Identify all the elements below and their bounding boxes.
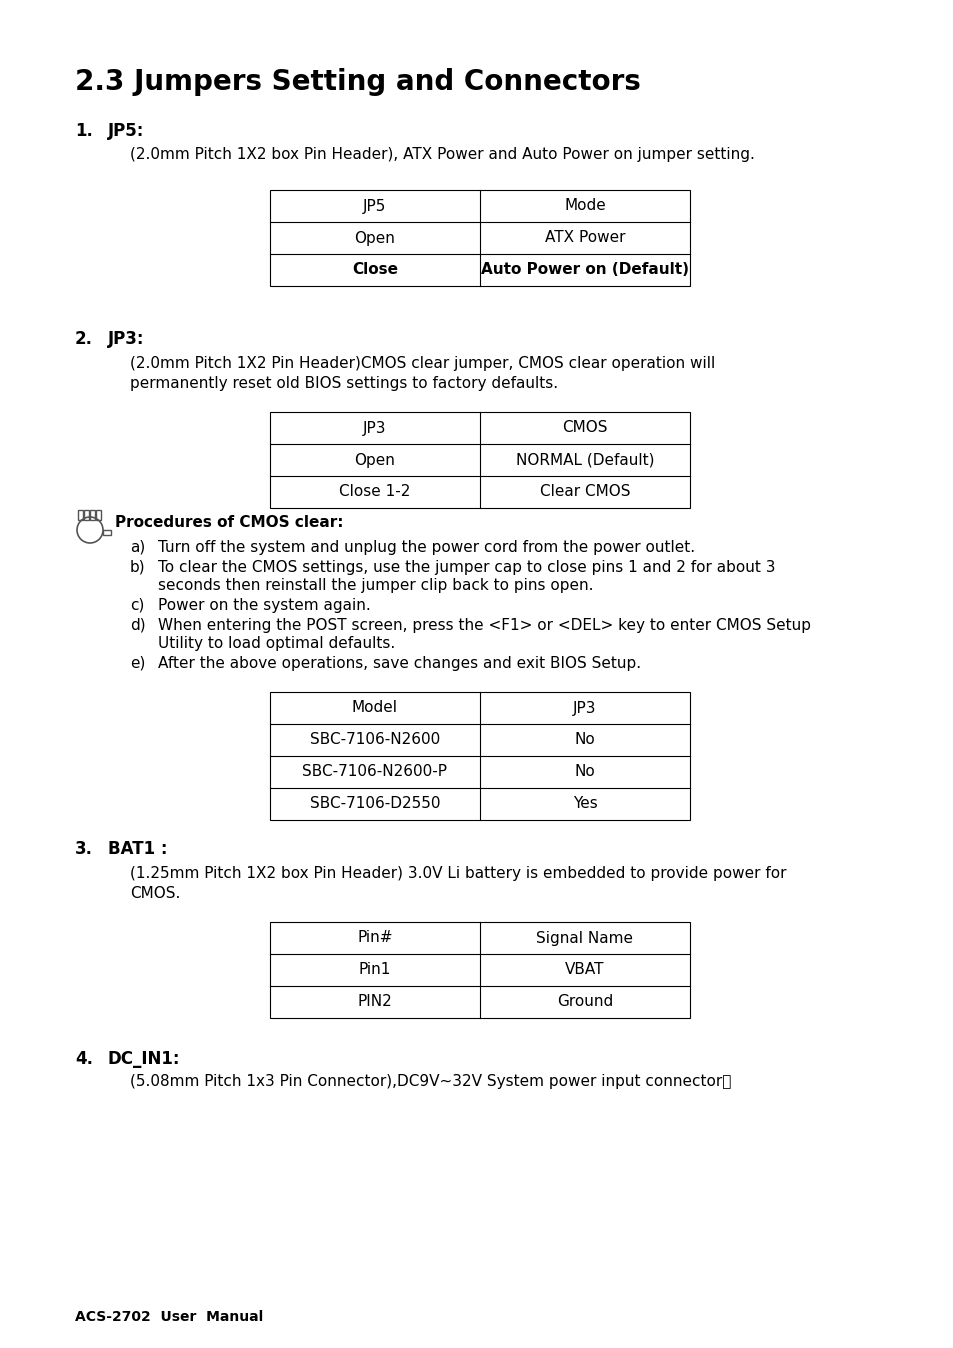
Text: d): d) bbox=[130, 617, 146, 634]
Text: SBC-7106-N2600: SBC-7106-N2600 bbox=[310, 732, 439, 748]
Text: Procedures of CMOS clear:: Procedures of CMOS clear: bbox=[115, 515, 343, 530]
Bar bbox=[270, 922, 689, 1018]
Text: NORMAL (Default): NORMAL (Default) bbox=[516, 453, 654, 468]
Text: Turn off the system and unplug the power cord from the power outlet.: Turn off the system and unplug the power… bbox=[158, 541, 695, 555]
Text: seconds then reinstall the jumper clip back to pins open.: seconds then reinstall the jumper clip b… bbox=[158, 578, 593, 593]
Text: JP5:: JP5: bbox=[108, 123, 144, 140]
Text: Pin1: Pin1 bbox=[358, 962, 391, 977]
Text: b): b) bbox=[130, 559, 146, 576]
Text: Utility to load optimal defaults.: Utility to load optimal defaults. bbox=[158, 636, 395, 651]
Bar bbox=[270, 692, 689, 820]
Text: Open: Open bbox=[355, 453, 395, 468]
Text: Mode: Mode bbox=[563, 198, 605, 213]
Text: JP3:: JP3: bbox=[108, 330, 144, 348]
Text: (1.25mm Pitch 1X2 box Pin Header) 3.0V Li battery is embedded to provide power f: (1.25mm Pitch 1X2 box Pin Header) 3.0V L… bbox=[130, 865, 785, 882]
Text: No: No bbox=[574, 764, 595, 779]
Text: Power on the system again.: Power on the system again. bbox=[158, 599, 371, 613]
Bar bbox=[103, 530, 111, 535]
Text: (2.0mm Pitch 1X2 Pin Header)CMOS clear jumper, CMOS clear operation will: (2.0mm Pitch 1X2 Pin Header)CMOS clear j… bbox=[130, 356, 715, 371]
Text: a): a) bbox=[130, 541, 145, 555]
Text: Close 1-2: Close 1-2 bbox=[339, 484, 410, 500]
Text: Ground: Ground bbox=[557, 995, 613, 1010]
Text: JP5: JP5 bbox=[363, 198, 386, 213]
Text: To clear the CMOS settings, use the jumper cap to close pins 1 and 2 for about 3: To clear the CMOS settings, use the jump… bbox=[158, 559, 775, 576]
Bar bbox=[78, 510, 84, 520]
Text: SBC-7106-D2550: SBC-7106-D2550 bbox=[310, 797, 439, 811]
Text: VBAT: VBAT bbox=[565, 962, 604, 977]
Text: permanently reset old BIOS settings to factory defaults.: permanently reset old BIOS settings to f… bbox=[130, 376, 558, 391]
Bar bbox=[96, 510, 101, 520]
Text: ATX Power: ATX Power bbox=[544, 231, 624, 245]
Text: Close: Close bbox=[352, 263, 397, 278]
Text: (5.08mm Pitch 1x3 Pin Connector),DC9V~32V System power input connector。: (5.08mm Pitch 1x3 Pin Connector),DC9V~32… bbox=[130, 1074, 731, 1089]
Text: 2.: 2. bbox=[75, 330, 92, 348]
Text: JP3: JP3 bbox=[363, 421, 386, 435]
Bar bbox=[270, 412, 689, 508]
Text: Model: Model bbox=[352, 701, 397, 716]
Text: Yes: Yes bbox=[572, 797, 597, 811]
Text: CMOS.: CMOS. bbox=[130, 886, 180, 900]
Text: BAT1 :: BAT1 : bbox=[108, 840, 168, 857]
Text: e): e) bbox=[130, 656, 145, 671]
Text: ACS-2702  User  Manual: ACS-2702 User Manual bbox=[75, 1310, 263, 1324]
Text: 3.: 3. bbox=[75, 840, 92, 857]
Text: DC_IN1:: DC_IN1: bbox=[108, 1050, 180, 1068]
Bar bbox=[85, 510, 90, 520]
Bar bbox=[91, 510, 95, 520]
Text: Pin#: Pin# bbox=[356, 930, 393, 945]
Text: Clear CMOS: Clear CMOS bbox=[539, 484, 630, 500]
Text: 1.: 1. bbox=[75, 123, 92, 140]
Text: PIN2: PIN2 bbox=[357, 995, 392, 1010]
Text: Auto Power on (Default): Auto Power on (Default) bbox=[480, 263, 688, 278]
Text: After the above operations, save changes and exit BIOS Setup.: After the above operations, save changes… bbox=[158, 656, 640, 671]
Text: No: No bbox=[574, 732, 595, 748]
Text: Open: Open bbox=[355, 231, 395, 245]
Text: 2.3 Jumpers Setting and Connectors: 2.3 Jumpers Setting and Connectors bbox=[75, 67, 640, 96]
Text: CMOS: CMOS bbox=[561, 421, 607, 435]
Text: (2.0mm Pitch 1X2 box Pin Header), ATX Power and Auto Power on jumper setting.: (2.0mm Pitch 1X2 box Pin Header), ATX Po… bbox=[130, 147, 754, 162]
Text: c): c) bbox=[130, 599, 144, 613]
Text: Signal Name: Signal Name bbox=[536, 930, 633, 945]
Bar bbox=[270, 190, 689, 286]
Text: JP3: JP3 bbox=[573, 701, 597, 716]
Text: SBC-7106-N2600-P: SBC-7106-N2600-P bbox=[302, 764, 447, 779]
Text: When entering the POST screen, press the <F1> or <DEL> key to enter CMOS Setup: When entering the POST screen, press the… bbox=[158, 617, 810, 634]
Text: 4.: 4. bbox=[75, 1050, 92, 1068]
